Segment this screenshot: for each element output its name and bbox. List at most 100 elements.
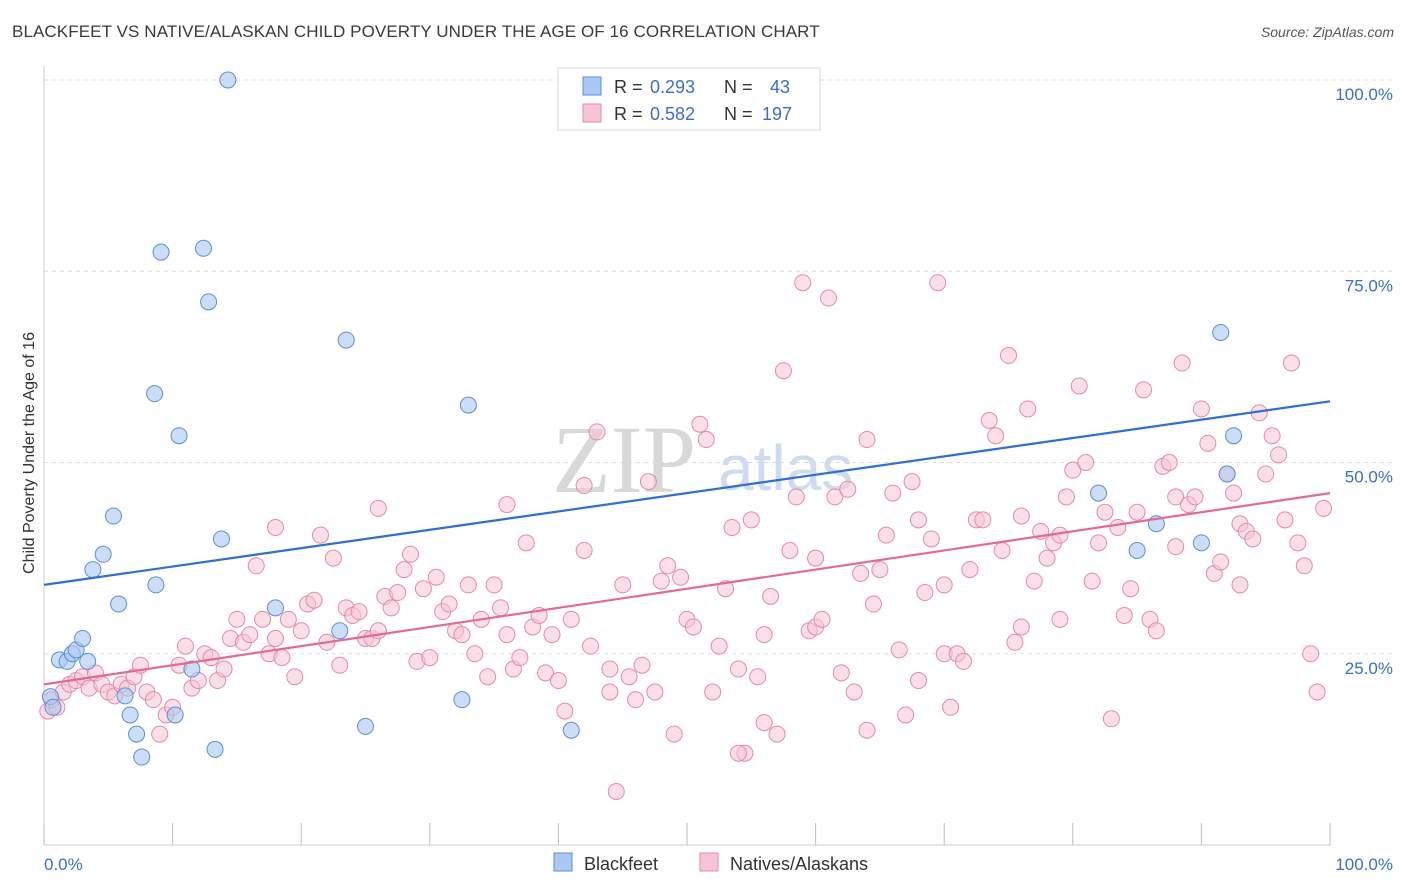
point-natives: [517, 534, 535, 552]
point-natives: [916, 584, 934, 602]
point-natives: [144, 691, 162, 709]
point-natives: [871, 561, 889, 579]
point-natives: [324, 549, 342, 567]
point-natives: [781, 541, 799, 559]
point-blackfeet: [206, 740, 224, 758]
point-natives: [620, 668, 638, 686]
point-blackfeet: [562, 721, 580, 739]
legend-n-label-1: N =: [724, 77, 753, 97]
point-natives: [266, 519, 284, 537]
point-natives: [877, 526, 895, 544]
point-natives: [607, 782, 625, 800]
point-natives: [1064, 461, 1082, 479]
source-credit: Source: ZipAtlas.com: [1260, 24, 1394, 40]
point-natives: [909, 672, 927, 690]
y-tick-label-50: 50.0%: [1345, 468, 1393, 487]
point-natives: [794, 274, 812, 292]
point-natives: [382, 599, 400, 617]
point-natives: [691, 415, 709, 433]
point-natives: [787, 488, 805, 506]
trend-line-blackfeet: [43, 400, 1331, 586]
point-natives: [1257, 465, 1275, 483]
point-natives: [241, 626, 259, 644]
point-blackfeet: [266, 599, 284, 617]
point-natives: [453, 626, 471, 644]
point-natives: [1109, 519, 1127, 537]
point-natives: [1302, 645, 1320, 663]
point-natives: [1012, 618, 1030, 636]
point-natives: [588, 423, 606, 441]
series-legend: Blackfeet Natives/Alaskans: [553, 852, 868, 874]
point-natives: [151, 725, 169, 743]
point-natives: [1070, 377, 1088, 395]
point-natives: [1192, 400, 1210, 418]
legend-bottom-swatch-blackfeet: [553, 852, 573, 872]
point-blackfeet: [331, 622, 349, 640]
point-natives: [1135, 381, 1153, 399]
legend-swatch-blackfeet: [582, 76, 602, 96]
point-natives: [684, 618, 702, 636]
point-blackfeet: [133, 748, 151, 766]
point-natives: [729, 744, 747, 762]
point-natives: [1289, 534, 1307, 552]
point-natives: [884, 484, 902, 502]
point-natives: [414, 580, 432, 598]
point-natives: [1147, 622, 1165, 640]
point-natives: [652, 572, 670, 590]
point-natives: [646, 683, 664, 701]
point-natives: [254, 610, 272, 628]
point-natives: [723, 519, 741, 537]
point-blackfeet: [212, 530, 230, 548]
point-natives: [1231, 576, 1249, 594]
point-natives: [1199, 434, 1217, 452]
point-blackfeet: [1225, 427, 1243, 445]
point-natives: [402, 545, 420, 563]
point-natives: [331, 656, 349, 674]
point-natives: [369, 499, 387, 517]
point-natives: [537, 664, 555, 682]
point-blackfeet: [183, 660, 201, 678]
stats-legend: R = 0.293 N = 43 R = 0.582 N = 197: [557, 67, 821, 131]
point-natives: [974, 511, 992, 529]
trend-line-natives: [43, 492, 1331, 686]
point-natives: [511, 649, 529, 667]
point-blackfeet: [110, 595, 128, 613]
point-blackfeet: [194, 239, 212, 257]
watermark-zip: ZIP: [552, 406, 696, 513]
x-tick-label-max: 100.0%: [1335, 855, 1393, 874]
point-natives: [697, 431, 715, 449]
series-blackfeet-points: [41, 71, 1243, 766]
point-natives: [1012, 507, 1030, 525]
point-blackfeet: [116, 687, 134, 705]
point-natives: [980, 411, 998, 429]
legend-n-value-natives: 197: [762, 104, 792, 124]
point-natives: [633, 656, 651, 674]
point-natives: [350, 603, 368, 621]
point-natives: [1167, 488, 1185, 506]
point-natives: [858, 431, 876, 449]
point-natives: [1122, 580, 1140, 598]
point-blackfeet: [147, 576, 165, 594]
legend-r-value-blackfeet: 0.293: [650, 77, 695, 97]
point-natives: [562, 610, 580, 628]
point-natives: [1315, 499, 1333, 517]
point-natives: [601, 660, 619, 678]
point-natives: [1102, 710, 1120, 728]
grid-lines: [44, 79, 1395, 655]
point-natives: [813, 610, 831, 628]
point-natives: [1077, 454, 1095, 471]
point-natives: [601, 683, 619, 701]
point-natives: [479, 668, 497, 686]
legend-r-label-1: R =: [614, 77, 643, 97]
point-natives: [819, 289, 837, 307]
y-axis-title: Child Poverty Under the Age of 16: [21, 332, 38, 574]
point-blackfeet: [170, 427, 188, 445]
point-natives: [286, 668, 304, 686]
point-natives: [421, 649, 439, 667]
point-blackfeet: [453, 691, 471, 709]
y-tick-label-75: 75.0%: [1345, 276, 1393, 295]
point-natives: [228, 610, 246, 628]
point-blackfeet: [357, 717, 374, 735]
point-blackfeet: [104, 507, 122, 525]
